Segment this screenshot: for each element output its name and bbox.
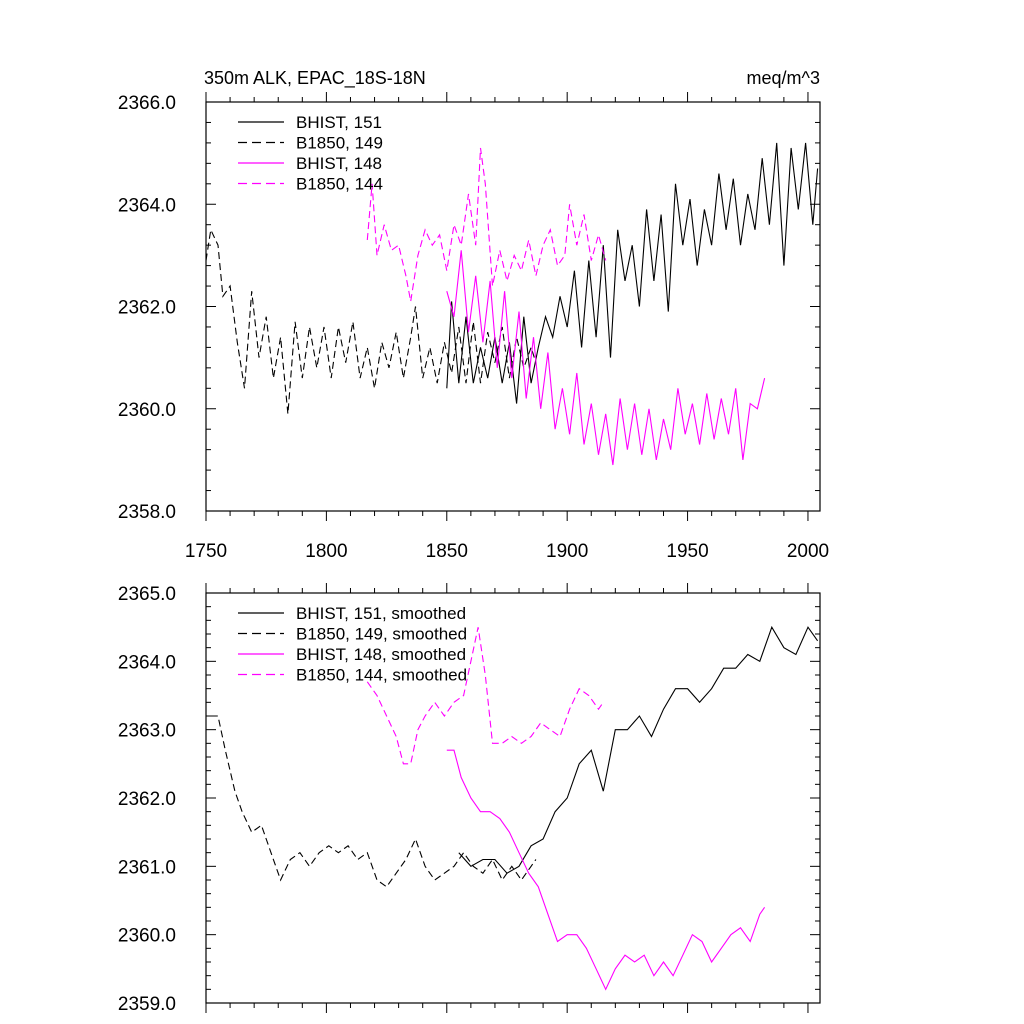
legend-label: BHIST, 151 <box>296 113 382 132</box>
y-tick-label: 2359.0 <box>118 994 176 1015</box>
y-tick-label: 2362.0 <box>118 298 176 319</box>
series-line <box>446 749 766 991</box>
units-label: meq/m^3 <box>747 68 820 88</box>
x-tick-label: 2000 <box>787 541 829 562</box>
x-tick-label: 1900 <box>546 541 588 562</box>
series-line <box>210 715 537 888</box>
y-tick-label: 2361.0 <box>118 857 176 878</box>
bottom-panel: 2359.0 2360.0 2361.0 2362.0 2363.0 2364.0 2365… <box>118 583 821 1015</box>
legend-label: B1850, 144, smoothed <box>296 666 467 685</box>
legend-label: BHIST, 151, smoothed <box>296 604 466 623</box>
x-tick-label: 1850 <box>426 541 468 562</box>
legend-label: B1850, 144 <box>296 175 383 194</box>
top-panel: 2358.0 2360.0 2362.0 2364.0 2366.0 1750 1800 18… <box>118 92 829 562</box>
y-tick-label: 2358.0 <box>118 502 176 523</box>
series-line <box>366 147 607 302</box>
y-tick-label: 2360.0 <box>118 400 176 421</box>
y-tick-label: 2364.0 <box>118 195 176 216</box>
series-line <box>458 625 819 874</box>
legend-label: B1850, 149 <box>296 134 383 153</box>
x-tick-label: 1950 <box>666 541 708 562</box>
y-tick-label: 2366.0 <box>118 93 176 114</box>
series-line <box>205 227 537 414</box>
y-tick-label: 2365.0 <box>118 584 176 605</box>
legend-label: B1850, 149, smoothed <box>296 625 467 644</box>
legend-label: BHIST, 148 <box>296 154 382 173</box>
y-tick-label: 2362.0 <box>118 789 176 810</box>
y-tick-label: 2363.0 <box>118 721 176 742</box>
y-tick-label: 2360.0 <box>118 926 176 947</box>
series-line <box>446 250 766 466</box>
chart-title: 350m ALK, EPAC_18S-18N <box>204 68 426 89</box>
series-line <box>366 627 604 765</box>
x-tick-label: 1800 <box>305 541 347 562</box>
x-tick-label: 1750 <box>185 541 227 562</box>
y-tick-label: 2364.0 <box>118 652 176 673</box>
legend-label: BHIST, 148, smoothed <box>296 645 466 664</box>
series-line <box>446 142 819 404</box>
